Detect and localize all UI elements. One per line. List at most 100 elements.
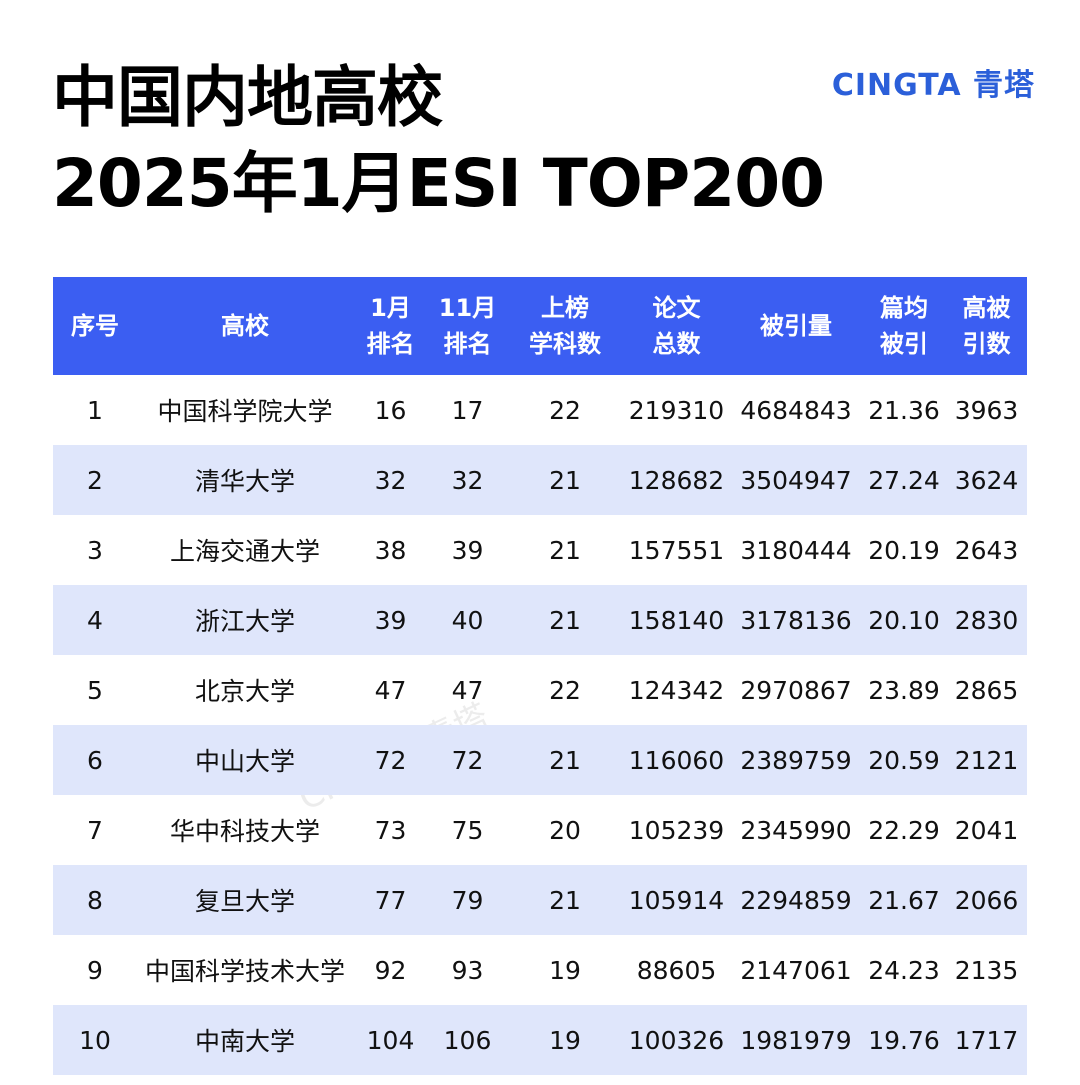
column-header: 1月排名 <box>353 277 428 375</box>
table-cell: 7 <box>87 815 103 845</box>
table-row: 9 中国科学技术大学 92 93 19 88605 2147061 24.23 2135 <box>53 935 1027 1005</box>
table-cell: 复旦大学 <box>137 865 353 935</box>
column-header: 论文 总数 <box>623 277 730 375</box>
header-line: 被引量 <box>760 312 832 340</box>
table-cell: 22.29 <box>868 815 940 845</box>
table-cell: 21 <box>507 865 623 935</box>
table-row: 6 中山大学 72 72 21 116060 2389759 20.59 2121 <box>53 725 1027 795</box>
table-cell: 4 <box>53 585 137 655</box>
table-cell: 5 <box>87 675 103 705</box>
table-cell: 3 <box>87 535 103 565</box>
header-line: 1月 <box>370 294 411 322</box>
table-cell: 88605 <box>636 955 717 985</box>
table-cell: 23.89 <box>868 675 940 705</box>
table-cell: 3178136 <box>730 585 862 655</box>
table-cell: 72 <box>353 725 428 795</box>
table-cell: 1981979 <box>730 1005 862 1075</box>
table-cell: 2066 <box>946 865 1027 935</box>
table-cell: 华中科技大学 <box>169 817 320 846</box>
column-header: 11月 排名 <box>428 277 507 375</box>
table-cell: 219310 <box>628 395 725 425</box>
table-cell: 中南大学 <box>137 1005 353 1075</box>
table-row: 4 浙江大学 39 40 21 158140 3178136 20.10 2830 <box>53 585 1027 655</box>
header-line: 序号 <box>71 312 119 340</box>
table-cell: 79 <box>428 865 507 935</box>
header-line: 高被 <box>962 294 1011 322</box>
header-line: 论文 <box>652 294 701 322</box>
table-cell: 27.24 <box>862 445 946 515</box>
table-cell: 39 <box>353 585 428 655</box>
table-cell: 20.10 <box>862 585 946 655</box>
table-cell: 21.67 <box>862 865 946 935</box>
table-cell: 2970867 <box>740 675 852 705</box>
table-cell: 2345990 <box>740 815 852 845</box>
table-cell: 上海交通大学 <box>169 537 320 566</box>
header-line: 篇均 <box>880 294 928 322</box>
table-cell: 73 <box>374 815 407 845</box>
table-cell: 22 <box>549 675 581 705</box>
table-cell: 106 <box>428 1005 507 1075</box>
header-line: 学科数 <box>529 330 601 358</box>
table-cell: 19 <box>507 1005 623 1075</box>
table-cell: 1 <box>87 395 103 425</box>
table-cell: 19 <box>549 955 581 985</box>
table-cell: 128682 <box>623 445 730 515</box>
table-cell: 8 <box>53 865 137 935</box>
table-cell: 105239 <box>628 815 725 845</box>
table-cell: 104 <box>353 1005 428 1075</box>
table-cell: 4684843 <box>740 395 852 425</box>
table-cell: 47 <box>374 675 407 705</box>
table-cell: 9 <box>87 955 103 985</box>
table-cell: 2121 <box>946 725 1027 795</box>
table-cell: 3624 <box>946 445 1027 515</box>
table-cell: 21 <box>507 725 623 795</box>
table-cell: 10 <box>53 1005 137 1075</box>
header-row: 序号 高校 1月 排名 11月 排名 上榜 学科数 论文 总数 被引量 篇均 被引 高被 引数 <box>53 277 1027 375</box>
table-row: 8 复旦大学 77 79 21 105914 2294859 21.67 2066 <box>53 865 1027 935</box>
header-line: 排名 <box>443 330 492 358</box>
table-cell: 中山大学 <box>137 725 353 795</box>
table-cell: 21 <box>549 535 581 565</box>
header-line: 上榜 <box>541 294 589 322</box>
title-line: 中国内地高校 <box>52 59 443 136</box>
header-line: 总数 <box>652 330 701 358</box>
table-cell: 中国科学技术大学 <box>144 957 345 986</box>
title-line: 2025年1月ESI TOP200 <box>52 145 825 222</box>
table-cell: 40 <box>428 585 507 655</box>
table-cell: 157551 <box>628 535 725 565</box>
table-cell: 47 <box>451 675 484 705</box>
column-header: 篇均 被引 <box>862 277 946 375</box>
header-line: 排名 <box>366 330 415 358</box>
table-cell: 1717 <box>946 1005 1027 1075</box>
table-cell: 浙江大学 <box>137 585 353 655</box>
table-cell: 21 <box>507 585 623 655</box>
table-cell: 39 <box>451 535 484 565</box>
table-cell: 2041 <box>954 815 1019 845</box>
table-cell: 32 <box>353 445 428 515</box>
table-cell: 38 <box>374 535 407 565</box>
column-header: 高被 引数 <box>946 277 1027 375</box>
header-line: 被引 <box>880 330 928 358</box>
table-cell: 6 <box>53 725 137 795</box>
table-cell: 116060 <box>623 725 730 795</box>
header-line: 高校 <box>221 312 269 340</box>
table-cell: 72 <box>428 725 507 795</box>
table-cell: 77 <box>353 865 428 935</box>
table-cell: 2294859 <box>730 865 862 935</box>
table-cell: 3963 <box>954 395 1019 425</box>
table-cell: 2135 <box>954 955 1019 985</box>
column-header: 序号 <box>53 277 137 375</box>
table-cell: 124342 <box>628 675 725 705</box>
table-cell: 22 <box>549 395 581 425</box>
column-header: 被引量 <box>730 277 862 375</box>
table-cell: 19.76 <box>862 1005 946 1075</box>
table-cell: 2643 <box>954 535 1019 565</box>
column-header: 高校 <box>137 277 353 375</box>
title: 中国内地高校 2025年1月ESI TOP200 <box>52 55 825 227</box>
table-cell: 75 <box>451 815 484 845</box>
column-header: 上榜 学科数 <box>507 277 623 375</box>
table-cell: 中国科学院大学 <box>157 397 333 426</box>
header-line: 引数 <box>962 330 1011 358</box>
ranking-table: 序号 高校 1月 排名 11月 排名 上榜 学科数 论文 总数 被引量 篇均 被引 高被 引数 1 中国科学院… <box>53 277 1027 1075</box>
table-cell: 100326 <box>623 1005 730 1075</box>
